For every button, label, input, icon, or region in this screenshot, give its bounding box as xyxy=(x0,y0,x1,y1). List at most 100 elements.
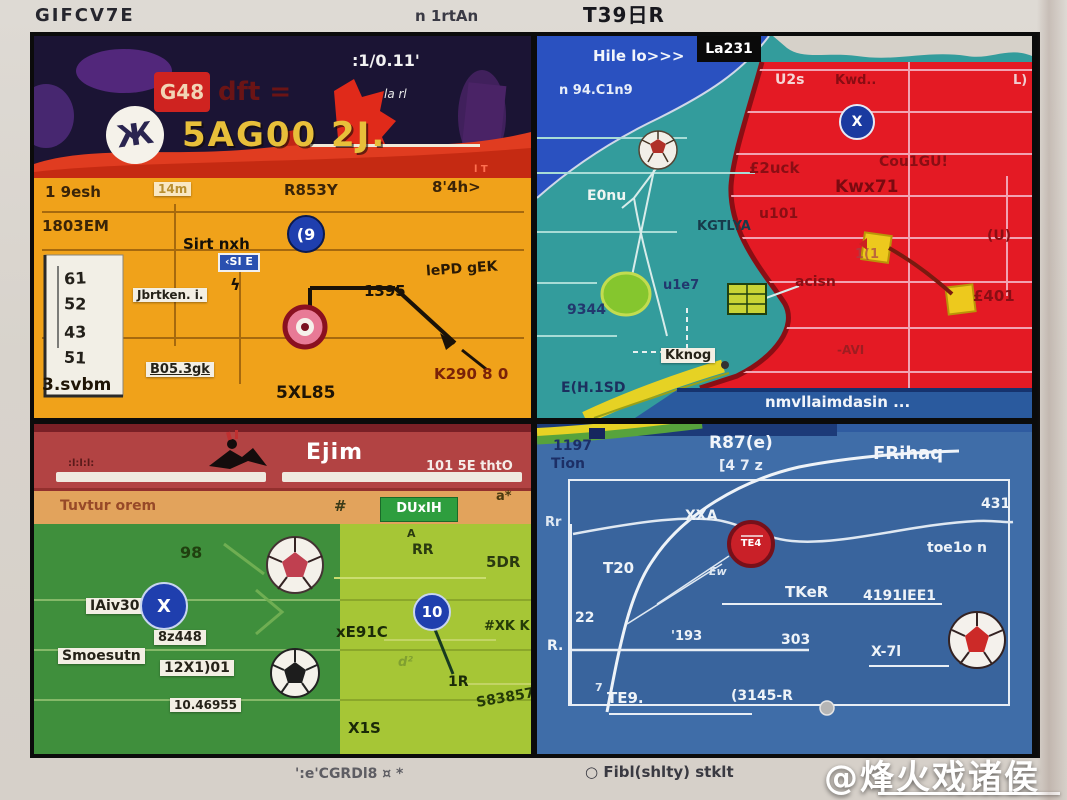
number-list: 61 52 43 51 xyxy=(64,264,120,372)
zone-label: £401 xyxy=(973,287,1015,305)
list-item: 51 xyxy=(63,347,87,368)
flow-label: 3.svbm xyxy=(42,375,112,395)
zone-label: Kwx71 xyxy=(835,177,899,197)
squiggle-glyph: ϟ xyxy=(230,275,241,294)
map-label: E(H.1SD xyxy=(561,380,626,396)
band-label: a* xyxy=(496,489,512,504)
chart-label: TE9. xyxy=(607,689,644,707)
header-small-text: :l:l:l: xyxy=(68,458,95,469)
tiny-corner-text: l T xyxy=(474,164,488,175)
circle-icon: ○ xyxy=(585,763,599,781)
chart-label: Ew xyxy=(709,565,727,578)
map-label: E0nu xyxy=(587,188,627,204)
flow-label: 1395 xyxy=(364,282,406,300)
header-right-text: 101 5E thtO xyxy=(426,459,513,474)
flow-label: Sirt nxh xyxy=(183,235,250,253)
flow-label: K290 8 0 xyxy=(434,365,509,383)
zone-label: -AVI xyxy=(837,343,865,357)
map-label: u1e7 xyxy=(663,278,700,293)
chart-label: '193 xyxy=(671,629,703,644)
bl-background-art xyxy=(34,424,531,754)
si-badge: ‹SI E xyxy=(218,253,260,272)
chart-subtitle: [4 7 z xyxy=(719,458,763,474)
zone-label: Kwd.. xyxy=(835,73,877,88)
field-label: d² xyxy=(398,655,413,670)
zone-label: (U) xyxy=(987,228,1012,244)
chart-label: XXA xyxy=(685,508,718,524)
chart-title: R87(e) xyxy=(709,433,773,453)
watermark-underline xyxy=(878,792,1060,795)
chart-title-right: FRihaq xyxy=(873,443,944,464)
chart-label: X-7l xyxy=(871,644,902,660)
quadrant-top-left: G48 dft = :1/0.11' la rl Ж 5AG00 2J. l T… xyxy=(34,36,531,418)
section-title: Ejim xyxy=(306,440,364,465)
axis-label: Rr xyxy=(545,515,562,530)
field-label: A xyxy=(407,527,416,540)
red-node-text: TE4 xyxy=(740,538,762,549)
watermark: @烽火戏诸侯 xyxy=(824,758,1040,798)
right-bezel-shadow xyxy=(1037,0,1067,800)
red-badge: G48 xyxy=(154,72,210,112)
strip-text: nmvllaimdasin ... xyxy=(765,393,911,411)
node-9-circle: (9 xyxy=(287,215,325,253)
list-item: 61 xyxy=(63,268,87,289)
bezel-top-right-text: T39日R xyxy=(583,3,665,27)
field-label: 98 xyxy=(180,543,203,562)
zone-label: £2uck xyxy=(749,159,800,177)
map-label: 9344 xyxy=(567,302,606,318)
axis-label: R. xyxy=(547,638,564,654)
chart-label: (3145-R xyxy=(731,688,793,704)
main-title: 5AG00 2J. xyxy=(182,115,387,155)
zone-label: u101 xyxy=(759,206,799,222)
flow-label: 14m xyxy=(154,182,192,196)
field-label: IAiv30 xyxy=(86,598,144,614)
player-marker-circle: X xyxy=(140,582,188,630)
axis-tick: 7 xyxy=(595,681,603,694)
player-marker-circle: X xyxy=(839,104,875,140)
small-note: la rl xyxy=(384,87,407,101)
map-label: Hile lo>>> xyxy=(593,47,685,65)
br-background-art xyxy=(537,424,1032,716)
field-label: X1S xyxy=(348,719,381,737)
flow-label: R853Y xyxy=(284,181,338,199)
chart-label: 22 xyxy=(575,610,595,626)
list-item: 43 xyxy=(63,322,87,342)
map-label: n 94.C1n9 xyxy=(559,83,633,98)
flow-label: 1 9esh xyxy=(45,183,101,201)
field-label: 8z448 xyxy=(154,630,206,645)
header-glyphs: dft = xyxy=(218,77,292,107)
flow-label: Jbrtken. i. xyxy=(133,288,208,302)
bezel-top-left-text: GIFCV7E xyxy=(35,5,135,26)
chart-label: toe1o n xyxy=(927,540,988,556)
band-label: Tuvtur orem xyxy=(60,498,157,514)
screen-frame: G48 dft = :1/0.11' la rl Ж 5AG00 2J. l T… xyxy=(30,32,1040,758)
field-label: Smoesutn xyxy=(58,648,145,664)
bezel-bottom-center-text: Fibl(shlty) stklt xyxy=(603,763,734,781)
clock-text: :1/0.11' xyxy=(352,51,420,70)
chart-label: 1197 xyxy=(553,438,592,454)
quadrant-bottom-left: :l:l:l: Ejim 101 5E thtO Tuvtur orem # D… xyxy=(34,424,531,754)
flow-label: 1803EM xyxy=(42,217,109,235)
flow-label: B05.3gk xyxy=(146,362,214,377)
chart-label: TKeR xyxy=(785,583,829,601)
zone-label: acisn xyxy=(795,274,836,290)
chart-label: T20 xyxy=(603,559,635,577)
zone-label: U2s xyxy=(775,72,805,88)
flow-label: 5XL85 xyxy=(276,383,336,403)
green-badge: DUxIH xyxy=(380,497,458,522)
chart-label: 303 xyxy=(781,632,811,648)
field-label: RR xyxy=(412,542,434,558)
number-10-circle: 10 xyxy=(413,593,451,631)
bezel-bottom-left-text: ':e'CGRDl8 ¤ * xyxy=(295,766,404,782)
chart-label: Tion xyxy=(551,456,585,472)
zone-label: Cou1GU! xyxy=(879,154,948,170)
list-item: 52 xyxy=(63,294,87,314)
quadrant-bottom-right: 1197 Tion R87(e) [4 7 z FRihaq Rr XXA TE… xyxy=(537,424,1032,754)
quadrant-top-right: Hile lo>>> n 94.C1n9 La231 U2s Kwd.. L) … xyxy=(537,36,1032,418)
map-label: KGTLYA xyxy=(697,219,751,234)
field-label: #XK K xyxy=(484,619,530,634)
field-label: xE91C xyxy=(336,623,388,641)
chart-label: 431 xyxy=(981,496,1011,512)
zone-label: L) xyxy=(1013,73,1028,88)
